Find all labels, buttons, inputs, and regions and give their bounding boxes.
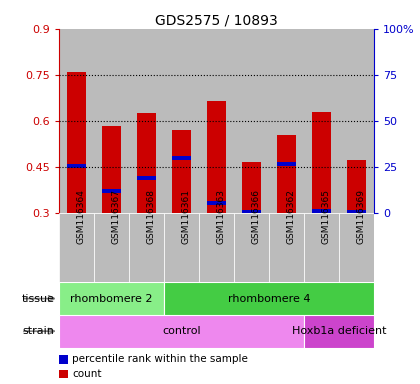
Bar	[207, 101, 226, 213]
Bar	[234, 29, 269, 213]
Text: GSM116361: GSM116361	[181, 189, 190, 244]
Bar	[136, 113, 156, 213]
Bar	[199, 213, 234, 282]
Bar	[277, 135, 296, 213]
Text: GSM116364: GSM116364	[76, 189, 85, 244]
Bar	[94, 29, 129, 213]
Bar	[164, 29, 199, 213]
Text: rhombomere 4: rhombomere 4	[228, 293, 310, 304]
Bar	[172, 156, 191, 161]
Text: rhombomere 2: rhombomere 2	[70, 293, 152, 304]
Bar	[346, 160, 366, 213]
Bar	[199, 29, 234, 213]
Bar	[346, 210, 366, 214]
Bar	[339, 29, 374, 213]
Bar	[304, 213, 339, 282]
Bar	[59, 282, 164, 315]
Bar	[129, 213, 164, 282]
Bar	[102, 189, 121, 193]
Bar	[67, 72, 86, 213]
Text: tissue: tissue	[21, 293, 55, 304]
Bar	[136, 176, 156, 180]
Text: GSM116366: GSM116366	[251, 189, 260, 244]
Bar	[277, 162, 296, 166]
Bar	[312, 113, 331, 213]
Bar	[269, 29, 304, 213]
Text: GSM116362: GSM116362	[286, 189, 295, 244]
Text: GSM116363: GSM116363	[216, 189, 225, 244]
Bar	[207, 201, 226, 205]
Text: control: control	[162, 326, 201, 336]
Text: strain: strain	[23, 326, 55, 336]
Bar	[102, 126, 121, 213]
Bar	[312, 209, 331, 213]
Text: GSM116369: GSM116369	[356, 189, 365, 244]
Text: GSM116365: GSM116365	[321, 189, 330, 244]
Bar	[129, 29, 164, 213]
Bar	[304, 29, 339, 213]
Text: GSM116368: GSM116368	[146, 189, 155, 244]
Bar	[67, 164, 86, 169]
Text: count: count	[72, 369, 102, 379]
Bar	[59, 29, 94, 213]
Bar	[241, 210, 261, 214]
Bar	[304, 315, 374, 348]
Text: percentile rank within the sample: percentile rank within the sample	[72, 354, 248, 364]
Bar	[164, 282, 374, 315]
Bar	[172, 129, 191, 213]
Bar	[164, 213, 199, 282]
Bar	[234, 213, 269, 282]
Title: GDS2575 / 10893: GDS2575 / 10893	[155, 14, 278, 28]
Bar	[241, 162, 261, 213]
Bar	[339, 213, 374, 282]
Bar	[59, 213, 94, 282]
Bar	[94, 213, 129, 282]
Text: Hoxb1a deficient: Hoxb1a deficient	[291, 326, 386, 336]
Text: GSM116367: GSM116367	[111, 189, 120, 244]
Bar	[59, 315, 304, 348]
Bar	[269, 213, 304, 282]
